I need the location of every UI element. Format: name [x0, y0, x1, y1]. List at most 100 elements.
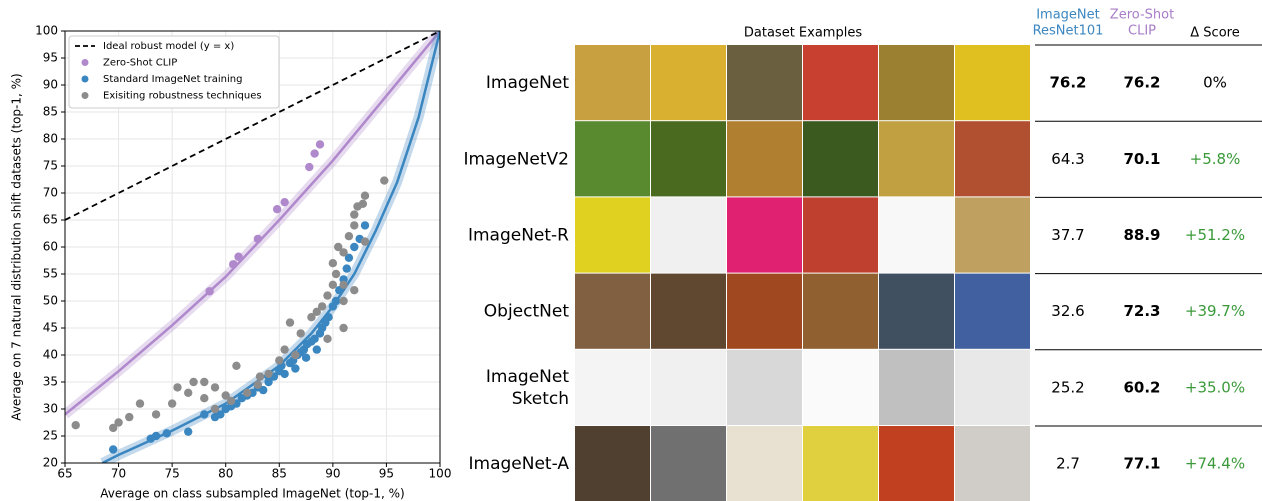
x-tick-label: 85	[272, 467, 287, 481]
point	[216, 410, 225, 419]
point	[253, 380, 263, 389]
example-image	[575, 45, 650, 121]
point	[342, 264, 351, 273]
table-cell: 77.1	[1123, 455, 1160, 473]
example-image	[955, 273, 1030, 349]
row-label: ImageNet	[486, 73, 569, 93]
point	[229, 260, 238, 269]
table-cell: +74.4%	[1185, 455, 1245, 473]
y-tick-label: 20	[43, 456, 58, 470]
table-cell: 60.2	[1123, 378, 1160, 396]
point	[226, 396, 236, 406]
point	[221, 391, 230, 400]
point	[280, 369, 289, 379]
example-image	[955, 426, 1030, 501]
point	[71, 421, 80, 430]
table-cell: +35.0%	[1185, 378, 1245, 396]
example-image	[575, 121, 650, 197]
example-image	[879, 121, 954, 197]
point	[253, 234, 263, 244]
example-image	[803, 273, 878, 349]
plot-area	[65, 31, 440, 463]
y-tick-label: 60	[43, 240, 58, 254]
example-image	[803, 197, 878, 273]
point	[301, 353, 311, 362]
point	[323, 291, 332, 300]
point	[328, 280, 338, 289]
legend-key	[81, 92, 89, 99]
y-tick-label: 80	[43, 132, 58, 146]
example-image	[651, 349, 726, 425]
table-cell: 72.3	[1123, 302, 1160, 320]
point	[280, 345, 289, 354]
point	[291, 364, 300, 373]
point	[350, 210, 359, 219]
example-image	[651, 426, 726, 501]
y-tick-label: 90	[43, 78, 58, 92]
point	[135, 399, 145, 408]
example-image	[727, 426, 802, 501]
point	[200, 394, 209, 403]
legend-label: Standard ImageNet training	[103, 74, 242, 85]
point	[339, 323, 348, 333]
row-label: ImageNet-R	[468, 226, 569, 246]
example-image	[651, 273, 726, 349]
table-cell: 88.9	[1123, 226, 1160, 244]
y-tick-label: 35	[43, 375, 58, 389]
example-image	[803, 121, 878, 197]
example-image	[651, 121, 726, 197]
point	[234, 252, 243, 261]
point	[184, 427, 193, 436]
point	[331, 296, 341, 306]
example-image	[651, 197, 726, 273]
point	[210, 383, 220, 392]
row-label: ImageNetV2	[463, 149, 569, 169]
x-tick-label: 65	[57, 467, 72, 481]
x-tick-label: 90	[325, 467, 340, 481]
point	[242, 388, 252, 397]
row-label: ImageNet	[486, 367, 569, 387]
point	[339, 248, 348, 257]
point	[210, 404, 220, 414]
legend-label: Ideal robust model (y = x)	[103, 41, 234, 52]
x-tick-label: 70	[111, 467, 126, 481]
column-header: Zero-Shot	[1110, 8, 1174, 23]
y-tick-label: 100	[35, 24, 58, 38]
point	[310, 334, 319, 343]
point	[350, 221, 359, 230]
point	[189, 377, 198, 387]
example-image	[955, 121, 1030, 197]
y-tick-label: 50	[43, 294, 58, 308]
point	[380, 176, 389, 185]
point	[200, 410, 209, 419]
example-image	[879, 197, 954, 273]
point	[331, 269, 341, 279]
example-image	[575, 426, 650, 501]
column-header: ResNet101	[1033, 24, 1104, 39]
example-image	[727, 121, 802, 197]
point	[315, 140, 325, 149]
table-cell: +5.8%	[1190, 150, 1241, 168]
table-title: Dataset Examples	[744, 26, 862, 41]
example-image	[955, 197, 1030, 273]
x-tick-label: 75	[165, 467, 180, 481]
point	[109, 423, 118, 433]
y-tick-label: 70	[43, 186, 58, 200]
y-tick-label: 25	[43, 429, 58, 443]
point	[151, 410, 161, 419]
point	[310, 149, 319, 158]
x-tick-label: 100	[429, 467, 452, 481]
table-cell: 25.2	[1051, 378, 1084, 396]
point	[324, 313, 333, 322]
point	[264, 369, 273, 379]
example-image	[575, 197, 650, 273]
point	[291, 350, 300, 360]
x-tick-label: 80	[218, 467, 233, 481]
example-image	[727, 45, 802, 121]
example-image	[879, 45, 954, 121]
point	[334, 242, 343, 252]
point	[255, 372, 265, 381]
point	[339, 280, 348, 289]
column-header: ImageNet	[1036, 8, 1100, 23]
point	[307, 313, 316, 322]
